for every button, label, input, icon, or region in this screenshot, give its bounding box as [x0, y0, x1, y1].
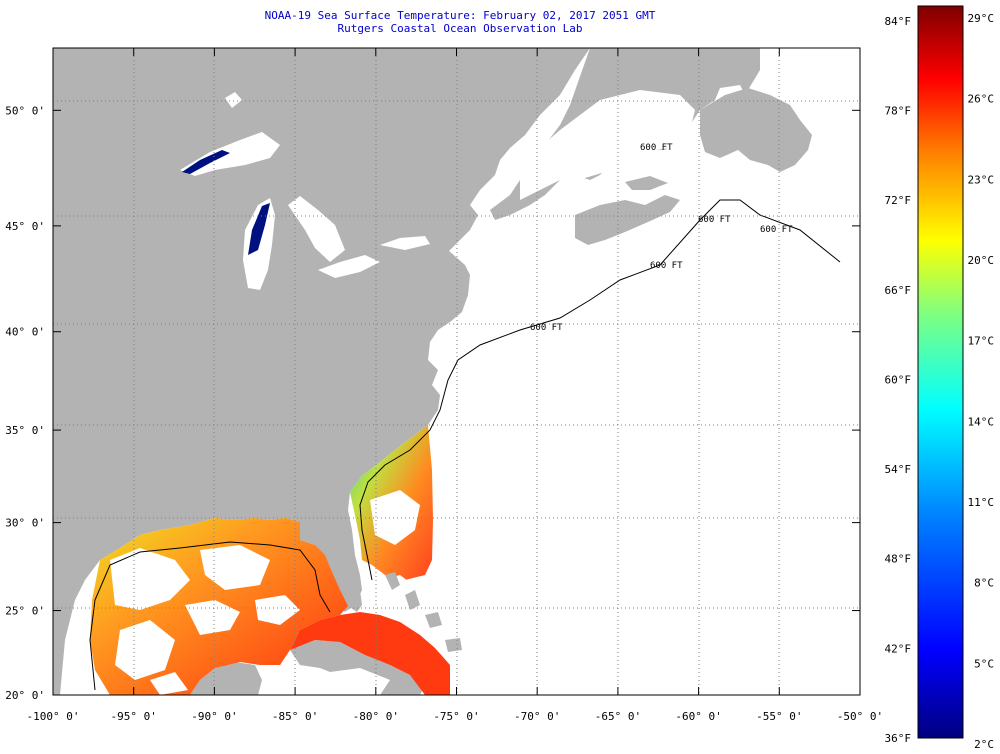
contour-label: 600 FT: [530, 323, 563, 333]
longitude-tick-label: -55° 0': [756, 710, 802, 723]
contour-label: 600 FT: [760, 225, 793, 235]
land-florida: [300, 522, 362, 612]
colorbar-f-label: 48°F: [885, 553, 912, 566]
shelf-contour-600ft: [359, 199, 841, 581]
longitude-tick-label: -85° 0': [272, 710, 318, 723]
colorbar-f-label: 54°F: [885, 463, 912, 476]
contour-label: 600 FT: [650, 261, 683, 271]
colorbar-c-label: 29°C: [968, 12, 995, 25]
longitude-tick-label: -95° 0': [111, 710, 157, 723]
colorbar-c-label: 14°C: [968, 415, 995, 428]
colorbar-c-label: 17°C: [968, 335, 995, 348]
latitude-tick-label: 50° 0': [5, 104, 45, 117]
longitude-tick-label: -65° 0': [595, 710, 641, 723]
gulf-shelf-contour: [89, 541, 331, 691]
latitude-tick-label: 45° 0': [5, 220, 45, 233]
colorbar-f-label: 78°F: [885, 105, 912, 118]
colorbar-f-label: 66°F: [885, 284, 912, 297]
longitude-tick-label: -70° 0': [514, 710, 560, 723]
colorbar-celsius-labels: 29°C 26°C 23°C 20°C 17°C 14°C 11°C 8°C 5°C 2°C: [968, 12, 995, 751]
longitude-tick-label: -50° 0': [837, 710, 883, 723]
colorbar-fahrenheit-labels: 84°F 78°F 72°F 66°F 60°F 54°F 48°F 42°F 36°F: [885, 15, 912, 745]
map-title: NOAA-19 Sea Surface Temperature: Februar…: [264, 9, 656, 22]
bahamas-islands: [385, 572, 462, 652]
lake-superior-cold: [182, 150, 230, 174]
land-pei: [625, 176, 668, 190]
longitude-tick-label: -60° 0': [675, 710, 721, 723]
contour-labels: 600 FT 600 FT 600 FT 600 FT 600 FT: [530, 143, 793, 333]
longitude-tick-label: -100° 0': [27, 710, 80, 723]
colorbar-f-label: 84°F: [885, 15, 912, 28]
latitude-tick-label: 30° 0': [5, 517, 45, 530]
longitude-axis: -100° 0' -95° 0' -90° 0' -85° 0' -80° 0' -75°…: [27, 48, 883, 723]
colorbar-c-label: 5°C: [974, 657, 994, 670]
map-subtitle: Rutgers Coastal Ocean Observation Lab: [337, 22, 583, 35]
colorbar-c-label: 11°C: [968, 496, 995, 509]
colorbar-f-label: 42°F: [885, 642, 912, 655]
sst-caribbean: [290, 612, 450, 695]
latitude-tick-label: 40° 0': [5, 326, 45, 339]
land-yucatan: [190, 662, 262, 695]
colorbar-c-label: 2°C: [974, 738, 994, 751]
colorbar-c-label: 8°C: [974, 577, 994, 590]
longitude-tick-label: -80° 0': [353, 710, 399, 723]
colorbar-f-label: 72°F: [885, 194, 912, 207]
contour-label: 600 FT: [698, 215, 731, 225]
colorbar: [917, 5, 964, 739]
latitude-tick-label: 20° 0': [5, 689, 45, 702]
colorbar-c-label: 26°C: [968, 93, 995, 106]
gulf-st-lawrence: [520, 90, 695, 200]
longitude-tick-label: -90° 0': [191, 710, 237, 723]
latitude-tick-label: 35° 0': [5, 424, 45, 437]
colorbar-f-label: 60°F: [885, 373, 912, 386]
graticule: [53, 48, 860, 695]
land-cuba: [290, 640, 425, 695]
latitude-tick-label: 25° 0': [5, 605, 45, 618]
colorbar-c-label: 20°C: [968, 254, 995, 267]
colorbar-f-label: 36°F: [885, 732, 912, 745]
latitude-axis: 50° 0' 45° 0' 40° 0' 35° 0' 30° 0' 25° 0' 20° …: [5, 104, 860, 702]
land-nova-scotia: [575, 195, 680, 245]
land-north-america: [53, 48, 590, 695]
longitude-tick-label: -75° 0': [433, 710, 479, 723]
contour-label: 600 FT: [640, 143, 673, 153]
cloud-cover: [110, 490, 420, 695]
land-newfoundland: [700, 88, 812, 172]
lake-michigan-cold: [248, 203, 270, 255]
colorbar-c-label: 23°C: [968, 173, 995, 186]
